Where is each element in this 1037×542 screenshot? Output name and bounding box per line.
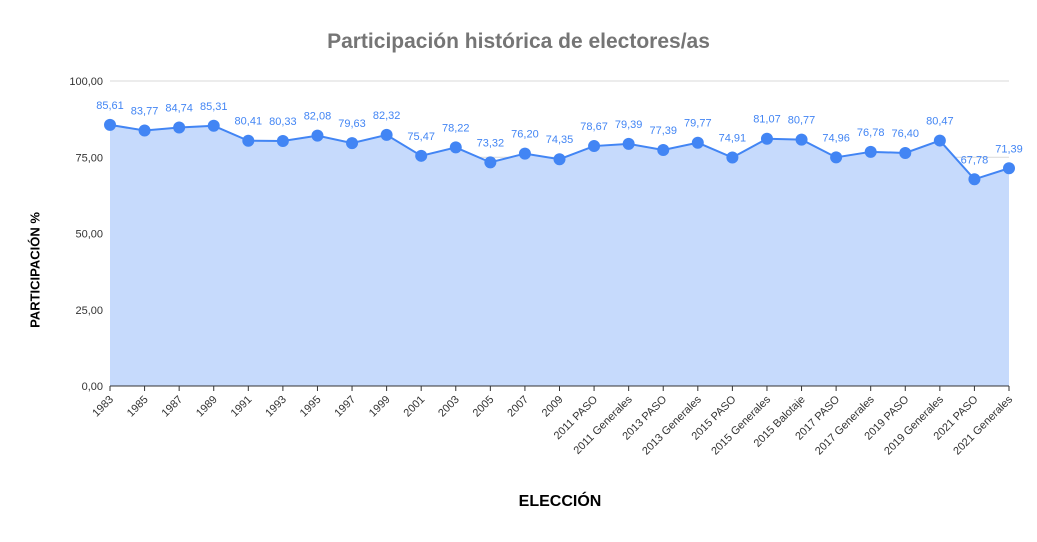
data-label: 83,77 [131,106,159,118]
data-point [242,134,255,147]
data-label: 79,39 [615,119,643,131]
data-point [380,128,393,141]
data-point [726,151,739,164]
x-tick-label: 2013 Generales [640,393,704,457]
data-point [657,143,670,156]
x-tick-label: 1995 [298,394,324,420]
data-point [346,137,359,150]
data-label: 78,22 [442,122,470,134]
data-label: 74,35 [546,134,574,146]
data-label: 82,08 [304,111,332,123]
x-tick-label: 2015 Generales [709,393,773,457]
data-label: 81,07 [753,114,781,126]
chart-title: Participación histórica de electores/as [327,30,710,53]
data-label: 76,78 [857,127,885,139]
x-tick-label: 2019 Generales [882,393,946,457]
data-label: 82,32 [373,110,401,122]
x-tick-label: 2003 [436,394,462,420]
data-label: 79,63 [338,118,366,130]
data-label: 76,20 [511,129,539,141]
y-tick-label: 50,00 [75,229,103,241]
data-label: 80,33 [269,116,297,128]
data-point [830,151,843,164]
data-label: 75,47 [407,131,435,143]
y-tick-label: 75,00 [75,152,103,164]
data-point [933,134,946,147]
x-tick-label: 2017 Generales [813,393,877,457]
x-tick-label: 2007 [505,394,531,420]
data-point [760,132,773,145]
data-point [104,118,116,131]
y-tick-label: 25,00 [75,305,103,317]
data-label: 74,91 [719,133,747,145]
data-point [968,173,981,186]
x-tick-label: 1997 [332,394,358,420]
data-point [207,119,220,132]
x-tick-label: 1993 [263,394,289,420]
data-point [691,136,704,149]
data-label: 67,78 [961,154,989,166]
data-label: 84,74 [165,103,193,115]
data-point [518,147,531,160]
x-tick-label: 2021 Generales [951,393,1015,457]
x-tick-label: 2011 Generales [572,393,636,457]
data-point [553,153,566,166]
data-label: 80,41 [235,116,263,128]
x-tick-label: 1991 [229,394,255,420]
data-point [138,124,151,137]
data-label: 78,67 [580,121,608,133]
data-point [173,121,186,134]
data-point [899,146,912,159]
data-point [622,137,635,150]
data-label: 71,39 [995,143,1023,155]
data-label: 85,61 [96,100,124,112]
data-point [415,149,428,162]
data-label: 85,31 [200,101,228,113]
y-tick-label: 100,00 [69,76,103,88]
x-tick-label: 1987 [159,394,185,420]
data-point [1003,162,1015,175]
data-label: 80,47 [926,116,954,128]
data-label: 76,40 [892,128,920,140]
data-label: 74,96 [822,132,850,144]
x-tick-label: 1999 [367,394,393,420]
x-tick-label: 1983 [90,394,116,420]
data-label: 77,39 [649,125,677,137]
data-point [311,129,324,142]
series-area [110,124,1009,387]
x-tick-label: 2005 [471,394,497,420]
data-point [795,133,808,146]
x-tick-label: 1985 [125,394,151,420]
x-tick-label: 2009 [540,394,566,420]
data-point [588,140,601,153]
data-point [276,134,289,147]
y-tick-label: 0,00 [82,381,103,393]
data-point [864,145,877,158]
y-axis-title: PARTICIPACIÓN % [27,212,43,328]
data-label: 73,32 [477,137,505,149]
data-point [449,141,462,154]
x-tick-label: 1989 [194,394,220,420]
data-label: 79,77 [684,118,712,130]
data-label: 80,77 [788,115,816,127]
x-tick-label: 2001 [402,394,428,420]
data-point [484,156,497,169]
x-axis-title: ELECCIÓN [518,493,602,510]
